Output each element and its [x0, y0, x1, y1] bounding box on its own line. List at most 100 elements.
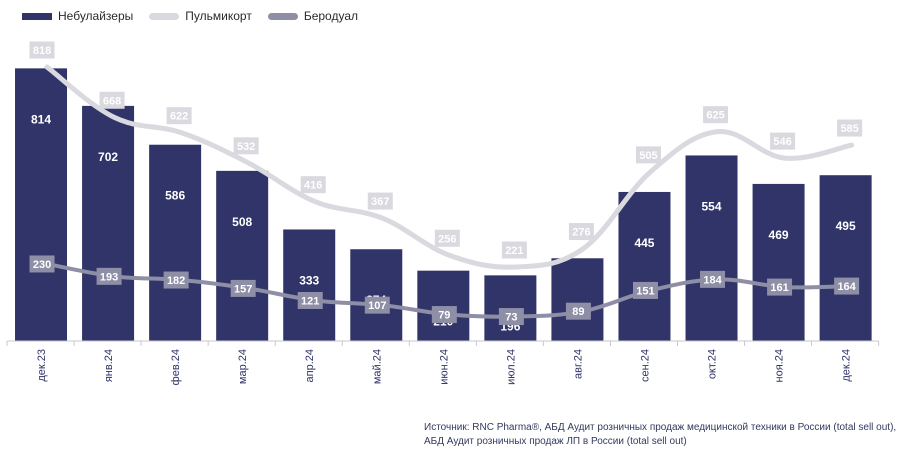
pulmicort-label-box-2	[166, 107, 192, 125]
pulmicort-label-box-12	[837, 119, 863, 137]
berodual-label-8: 89	[572, 306, 584, 318]
legend-swatch-berodual	[267, 12, 298, 20]
berodual-label-3: 157	[234, 283, 252, 295]
berodual-label-2: 182	[167, 275, 185, 287]
bar-12	[819, 175, 872, 341]
pulmicort-label-1: 668	[103, 95, 121, 107]
berodual-label-box-7	[498, 308, 524, 326]
berodual-label-box-9	[632, 281, 658, 299]
bar-1	[82, 105, 135, 341]
x-tick-label-5: май.24	[371, 349, 383, 384]
bar-label-4: 333	[299, 273, 319, 287]
legend-label-pulmicort: Пульмикорт	[185, 9, 252, 23]
bar-8	[551, 258, 604, 341]
berodual-label-5: 107	[368, 300, 386, 312]
pulmicort-label-box-6	[434, 229, 460, 247]
bar-0	[15, 68, 68, 342]
x-tick-label-11: ноя.24	[774, 349, 786, 382]
source-line-1: Источник: RNC Pharma®, АБД Аудит розничн…	[424, 422, 897, 433]
pulmicort-label-3: 532	[237, 141, 255, 153]
pulmicort-label-12: 585	[840, 123, 858, 135]
pulmicort-label-box-0	[29, 41, 55, 59]
legend-item-nebulizers: Небулайзеры	[22, 9, 133, 23]
pulmicort-label-box-8	[568, 223, 594, 241]
pulmicort-label-9: 505	[639, 150, 657, 162]
source-note: Источник: RNC Pharma®, АБД Аудит розничн…	[424, 421, 896, 449]
bar-label-1: 702	[98, 150, 118, 164]
bar-5	[350, 249, 403, 341]
pulmicort-label-5: 367	[371, 196, 389, 208]
x-tick-label-8: авг.24	[572, 349, 584, 379]
berodual-label-12: 164	[837, 281, 856, 293]
pulmicort-label-box-3	[233, 137, 259, 155]
pulmicort-label-box-10	[703, 106, 729, 124]
berodual-label-box-2	[163, 271, 189, 289]
pulmicort-label-11: 546	[773, 136, 791, 148]
bar-label-12: 495	[836, 219, 856, 233]
legend-label-berodual: Беродуал	[303, 9, 359, 23]
berodual-label-box-3	[230, 279, 256, 297]
berodual-label-4: 121	[301, 295, 319, 307]
pulmicort-label-box-5	[367, 192, 393, 210]
x-tick-label-1: янв.24	[103, 349, 115, 382]
pulmicort-label-box-1	[99, 91, 125, 109]
berodual-label-box-6	[431, 306, 457, 324]
berodual-label-6: 79	[438, 310, 450, 322]
berodual-label-box-1	[96, 267, 122, 285]
berodual-label-11: 161	[770, 282, 788, 294]
pulmicort-label-0: 818	[33, 45, 51, 57]
x-tick-label-12: дек.24	[841, 349, 853, 382]
pulmicort-label-box-9	[635, 146, 661, 164]
berodual-label-10: 184	[703, 274, 722, 286]
x-tick-label-4: апр.24	[304, 349, 316, 382]
berodual-label-box-12	[834, 277, 860, 295]
bar-3	[216, 170, 269, 341]
x-tick-label-10: окт.24	[707, 349, 719, 379]
pulmicort-label-6: 256	[438, 233, 456, 245]
bar-6	[417, 270, 470, 341]
bar-label-3: 508	[232, 215, 252, 229]
bar-label-2: 586	[165, 189, 185, 203]
x-tick-label-6: июн.24	[438, 349, 450, 385]
pulmicort-label-4: 416	[304, 180, 322, 192]
bar-label-0: 814	[31, 112, 51, 126]
legend-swatch-pulmicort	[149, 12, 180, 20]
bar-label-10: 554	[702, 199, 722, 213]
berodual-label-box-10	[700, 270, 726, 288]
legend: Небулайзеры Пульмикорт Беродуал	[22, 9, 358, 23]
bar-11	[752, 183, 805, 341]
pulmicort-label-box-11	[770, 132, 796, 150]
berodual-label-7: 73	[505, 312, 517, 324]
x-tick-label-2: фев.24	[170, 349, 182, 385]
x-tick-label-9: сен.24	[639, 349, 651, 382]
berodual-label-box-11	[767, 278, 793, 296]
berodual-label-9: 151	[636, 285, 654, 297]
pulmicort-label-2: 622	[170, 111, 188, 123]
pulmicort-label-box-7	[501, 241, 527, 259]
source-line-2: АБД Аудит розничных продаж ЛП в России (…	[424, 436, 687, 447]
berodual-label-box-5	[364, 296, 390, 314]
berodual-label-box-4	[297, 291, 323, 309]
legend-item-berodual: Беродуал	[267, 9, 359, 23]
legend-swatch-bar	[22, 12, 52, 20]
bar-2	[149, 144, 202, 341]
bar-9	[618, 191, 671, 341]
berodual-label-0: 230	[33, 259, 51, 271]
berodual-label-1: 193	[100, 271, 118, 283]
pulmicort-label-box-4	[300, 176, 326, 194]
x-tick-label-7: июл.24	[505, 349, 517, 385]
pulmicort-label-7: 221	[505, 245, 523, 257]
legend-item-pulmicort: Пульмикорт	[149, 9, 252, 23]
berodual-label-box-0	[29, 255, 55, 273]
x-tick-label-3: мар.24	[237, 349, 249, 384]
pulmicort-label-10: 625	[706, 110, 724, 122]
bar-label-11: 469	[769, 228, 789, 242]
bar-4	[283, 229, 336, 341]
bar-10	[685, 155, 738, 341]
pulmicort-line	[44, 64, 855, 270]
bar-label-9: 445	[634, 236, 654, 250]
berodual-label-box-8	[565, 302, 591, 320]
x-tick-label-0: дек.23	[36, 349, 48, 382]
pulmicort-label-8: 276	[572, 227, 590, 239]
